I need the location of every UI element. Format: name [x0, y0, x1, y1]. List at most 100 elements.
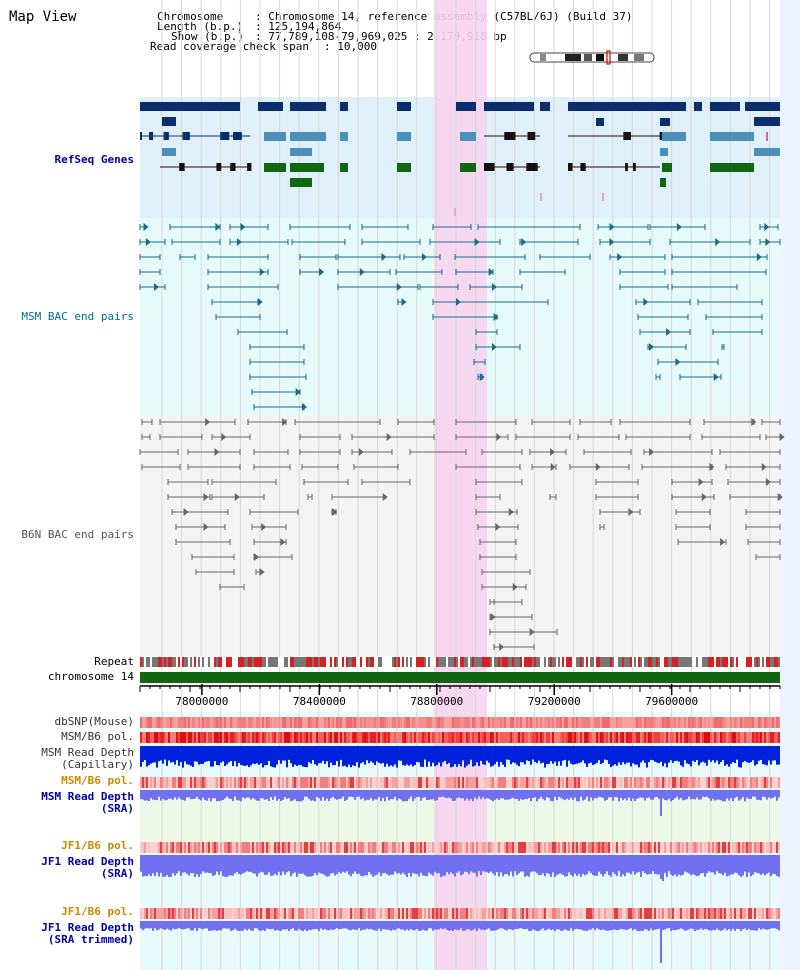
msm-depth-sra-bar [274, 790, 276, 797]
msm-depth-sra-bar [686, 790, 688, 800]
jf1-b6-pol-1-cell [554, 842, 556, 853]
msm-b6-pol-1-cell [402, 732, 404, 743]
jf1-b6-pol-1-cell [538, 842, 540, 853]
dbsnp-cell [630, 717, 632, 728]
dbsnp-cell [354, 717, 356, 728]
jf1-b6-pol-1-cell [330, 842, 332, 853]
track-label-b6n-bac[interactable]: B6N BAC end pairs [21, 528, 134, 541]
dbsnp-cell [750, 717, 752, 728]
jf1-depth-sra-bar [386, 855, 388, 875]
msm-depth-capillary-bar [426, 746, 428, 767]
jf1-b6-pol-2-cell [506, 908, 508, 919]
jf1-depth-trimmed-bar [480, 921, 482, 930]
jf1-depth-sra-bar [168, 855, 170, 877]
repeat-segment [718, 657, 720, 667]
jf1-b6-pol-1-cell [606, 842, 608, 853]
msm-depth-sra-bar [544, 790, 546, 801]
repeat-segment [562, 657, 564, 667]
msm-b6-pol-2-cell [178, 777, 180, 788]
jf1-depth-sra-bar [480, 855, 482, 876]
msm-b6-pol-1-cell [738, 732, 740, 743]
track-label-refseq[interactable]: RefSeq Genes [54, 153, 134, 166]
repeat-segment [302, 657, 304, 667]
jf1-depth-sra-bar [496, 855, 498, 873]
msm-depth-capillary-bar [326, 746, 328, 762]
msm-b6-pol-2-cell [170, 777, 172, 788]
jf1-b6-pol-1-cell [468, 842, 470, 853]
dbsnp-cell [768, 717, 770, 728]
msm-b6-pol-2-cell [400, 777, 402, 788]
msm-b6-pol-2-cell [212, 777, 214, 788]
dbsnp-cell [380, 717, 382, 728]
msm-b6-pol-1-cell [190, 732, 192, 743]
msm-b6-pol-2-cell [750, 777, 752, 788]
msm-b6-pol-2-cell [342, 777, 344, 788]
msm-b6-pol-2-cell [346, 777, 348, 788]
jf1-depth-trimmed-bar [200, 921, 202, 929]
dbsnp-cell [624, 717, 626, 728]
msm-b6-pol-1-cell [710, 732, 712, 743]
jf1-b6-pol-2-cell [742, 908, 744, 919]
msm-depth-capillary-bar [228, 746, 230, 763]
jf1-b6-pol-1-cell [482, 842, 484, 853]
jf1-b6-pol-1-cell [736, 842, 738, 853]
jf1-depth-sra-bar [390, 855, 392, 875]
jf1-depth-trimmed-bar [316, 921, 318, 930]
jf1-depth-trimmed-bar [188, 921, 190, 929]
msm-b6-pol-1-cell [534, 732, 536, 743]
jf1-b6-pol-1-cell [562, 842, 564, 853]
jf1-depth-sra-bar [484, 855, 486, 872]
repeat-segment [776, 657, 778, 667]
jf1-b6-pol-2-cell [670, 908, 672, 919]
jf1-depth-sra-bar [578, 855, 580, 875]
msm-depth-capillary-bar [342, 746, 344, 767]
track-label-msm-bac[interactable]: MSM BAC end pairs [21, 310, 134, 323]
jf1-depth-sra-bar [722, 855, 724, 876]
msm-depth-sra-bar [196, 790, 198, 797]
jf1-depth-trimmed-bar [736, 921, 738, 929]
jf1-b6-pol-1-cell [596, 842, 598, 853]
dbsnp-cell [752, 717, 754, 728]
dbsnp-cell [432, 717, 434, 728]
jf1-depth-sra-bar [316, 855, 318, 876]
b6n-bac-pair-arrow [203, 493, 209, 501]
jf1-depth-sra-bar [180, 855, 182, 876]
gene-exon [504, 132, 516, 140]
jf1-depth-trimmed-bar [502, 921, 504, 929]
jf1-b6-pol-1-cell [438, 842, 440, 853]
msm-b6-pol-2-cell [436, 777, 438, 788]
jf1-depth-trimmed-bar [396, 921, 398, 929]
dbsnp-cell [728, 717, 730, 728]
msm-b6-pol-2-cell [492, 777, 494, 788]
msm-depth-capillary-bar [464, 746, 466, 768]
jf1-b6-pol-2-cell [226, 908, 228, 919]
jf1-depth-sra-bar [550, 855, 552, 877]
msm-b6-pol-2-cell [764, 777, 766, 788]
jf1-b6-pol-1-cell [566, 842, 568, 853]
dbsnp-cell [190, 717, 192, 728]
msm-bac-pair-arrow [675, 358, 681, 366]
repeat-segment [410, 657, 412, 667]
jf1-b6-pol-1-cell [594, 842, 596, 853]
msm-depth-sra-bar [404, 790, 406, 802]
msm-depth-capillary-bar [690, 746, 692, 767]
msm-b6-pol-2-cell [254, 777, 256, 788]
jf1-depth-sra-bar [570, 855, 572, 875]
msm-depth-capillary-bar [496, 746, 498, 762]
jf1-b6-pol-2-cell [618, 908, 620, 919]
msm-depth-capillary-bar [638, 746, 640, 768]
repeat-segment [168, 657, 170, 667]
msm-b6-pol-1-cell [608, 732, 610, 743]
msm-b6-pol-1-cell [630, 732, 632, 743]
dbsnp-cell [488, 717, 490, 728]
ideogram-band [540, 54, 546, 61]
dbsnp-cell [606, 717, 608, 728]
msm-b6-pol-2-cell [344, 777, 346, 788]
jf1-b6-pol-1-cell [454, 842, 456, 853]
jf1-depth-trimmed-bar [524, 921, 526, 930]
msm-b6-pol-1-cell [206, 732, 208, 743]
msm-b6-pol-2-cell [390, 777, 392, 788]
dbsnp-cell [150, 717, 152, 728]
jf1-b6-pol-2-cell [680, 908, 682, 919]
